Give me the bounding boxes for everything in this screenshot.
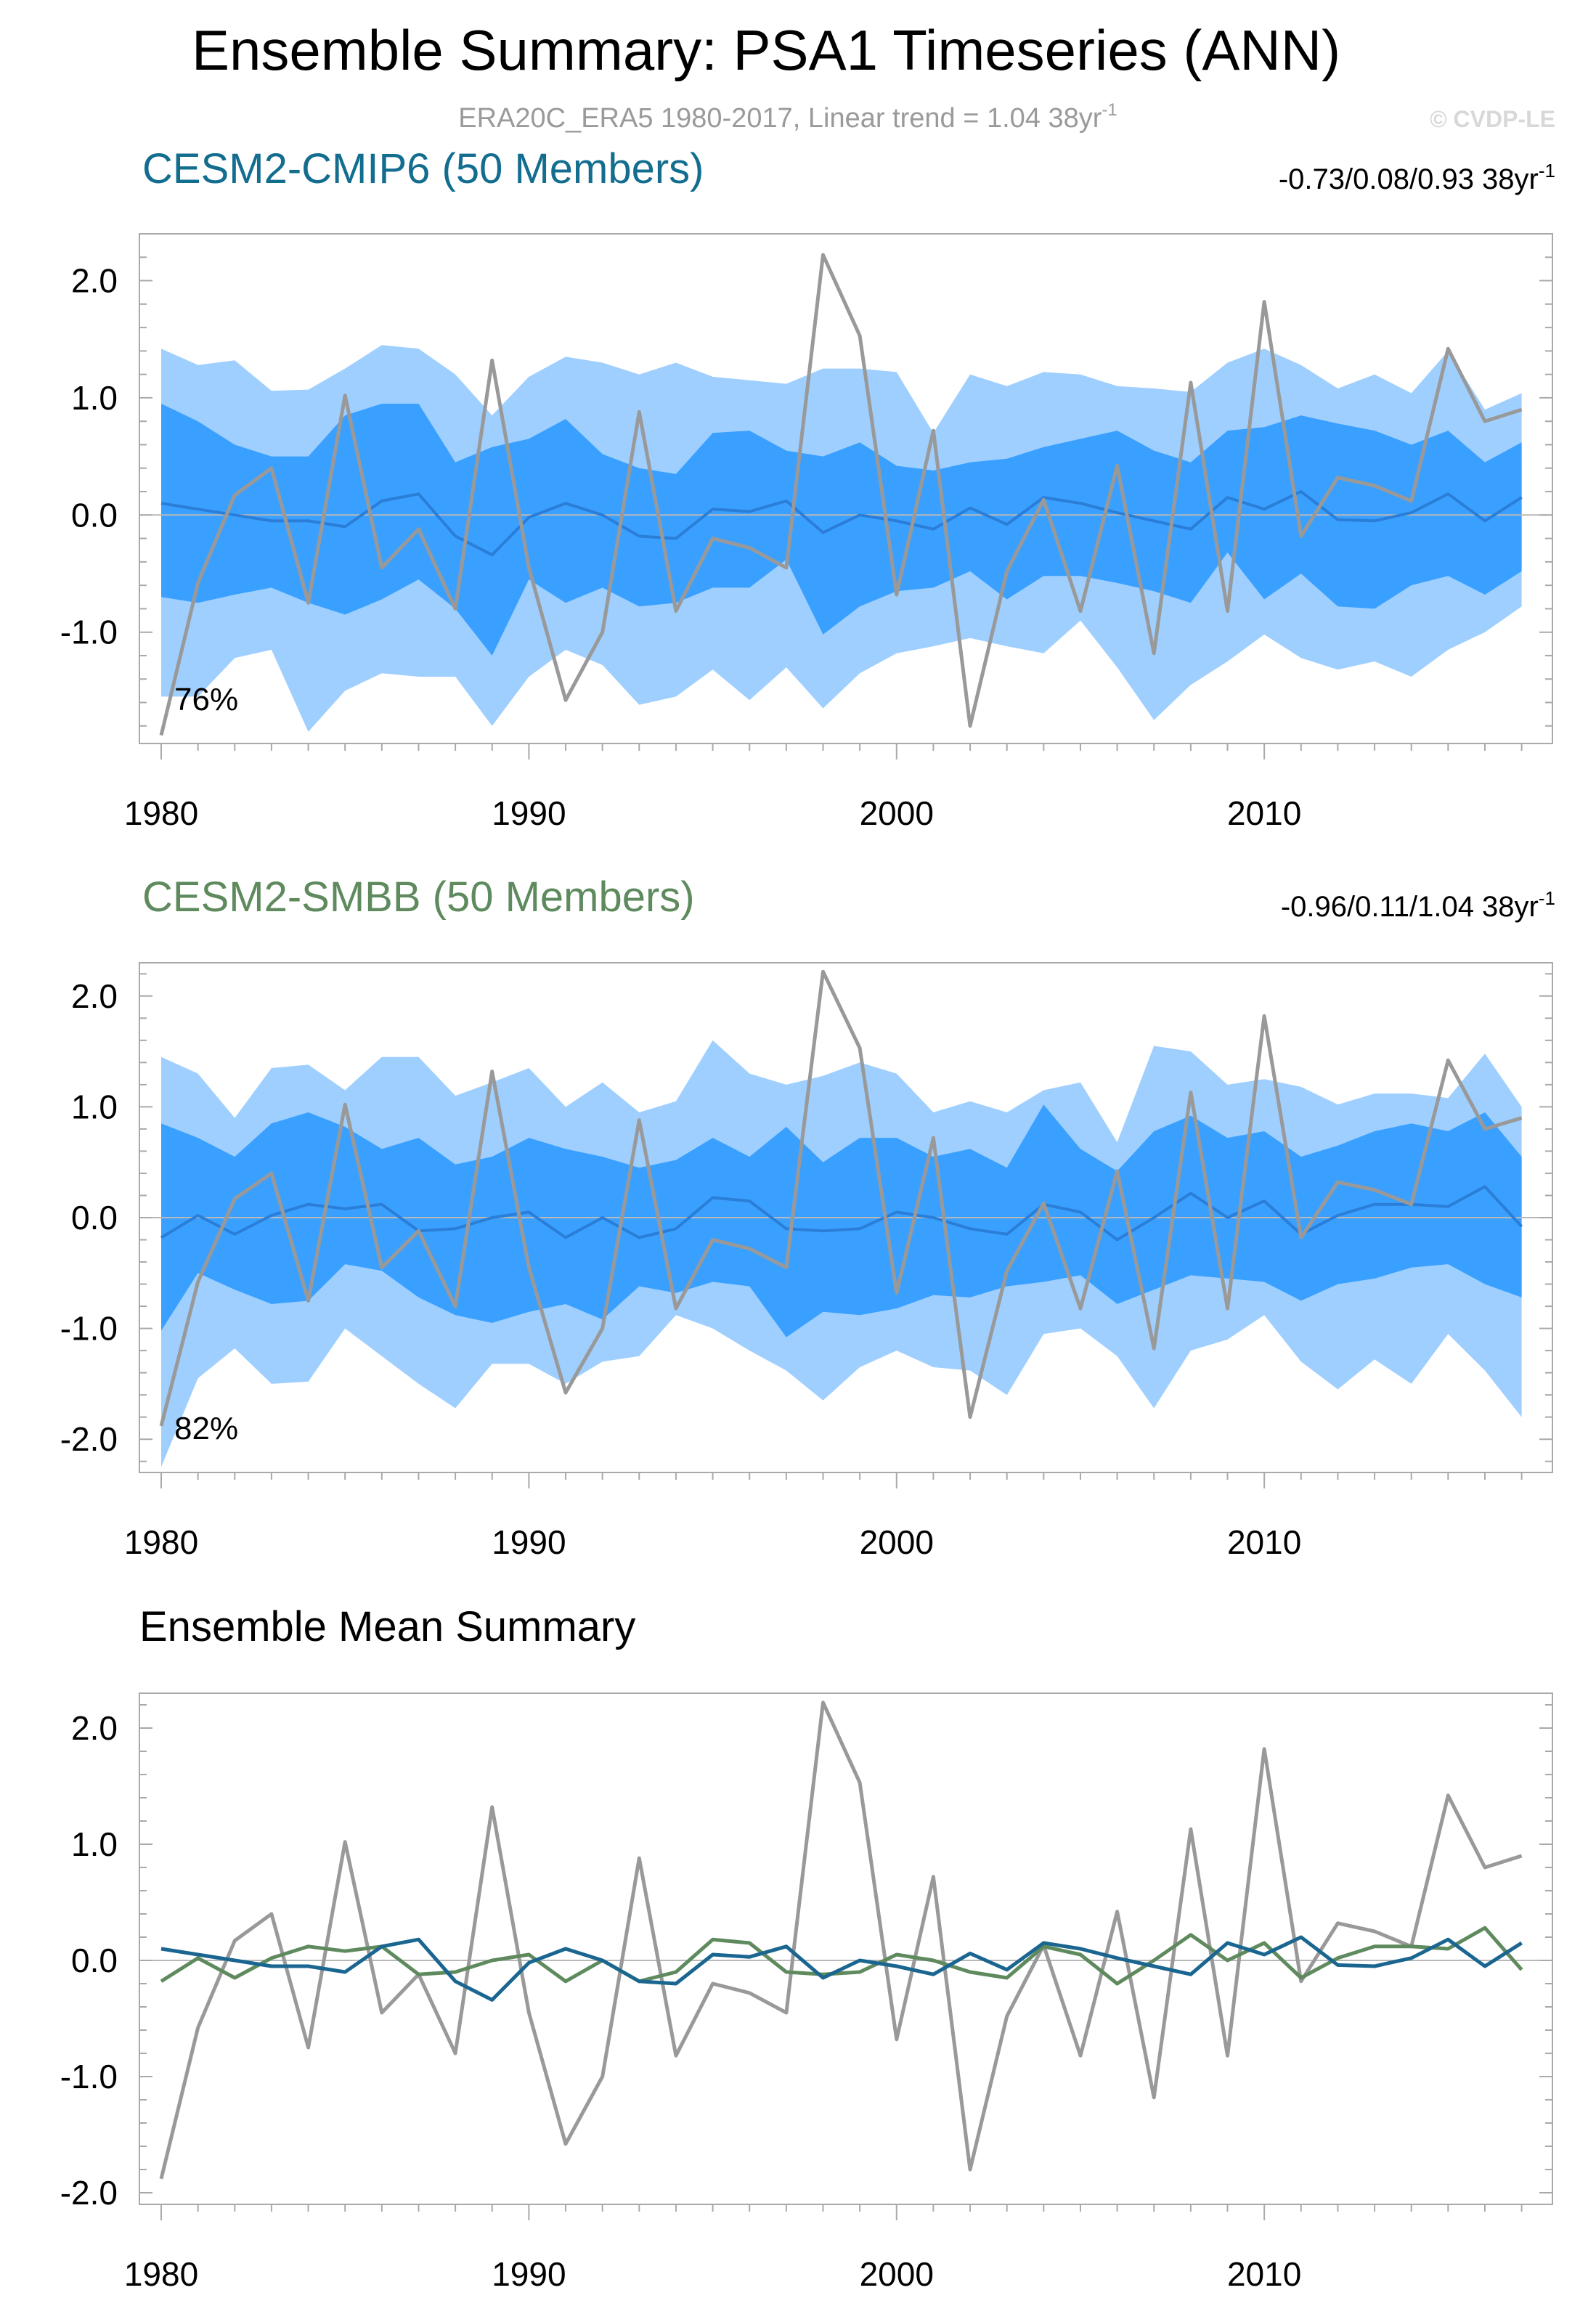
y-tick-label: 1.0 [71,1825,118,1863]
x-tick-label: 1980 [124,1523,198,1561]
plot-frame [139,233,1553,744]
figure-title: Ensemble Summary: PSA1 Timeseries (ANN) [192,18,1340,82]
trend-label: -0.73/0.08/0.93 38yr-1 [1279,160,1555,195]
smbb-mean-line [160,1926,1523,1986]
cmip6-mean-line [160,1935,1523,2002]
panel-title: CESM2-CMIP6 (50 Members) [142,145,704,192]
y-tick-label: -2.0 [60,2174,118,2212]
subtitle-text: ERA20C_ERA5 1980-2017, Linear trend = 1.… [458,103,1102,134]
observed-series-line [159,253,1523,736]
y-tick-label: 2.0 [71,977,118,1015]
panel-cesm2-cmip6: CESM2-CMIP6 (50 Members) -0.73/0.08/0.93… [60,145,1555,832]
y-tick-label: -1.0 [60,2058,118,2095]
y-tick-label: -1.0 [60,614,118,651]
panel-title: CESM2-SMBB (50 Members) [142,873,695,921]
y-tick-label: 0.0 [71,1942,118,1979]
ensemble-mean-line [160,1185,1523,1242]
y-tick-label: 1.0 [71,1088,118,1125]
plot-area: 2.0 1.0 0.0 -1.0 -2.0 1980 1990 2000 2010 [60,962,1553,1561]
plot-frame [139,1692,1553,2205]
percent-label: 82% [174,1411,238,1446]
y-tick-label: 0.0 [71,496,118,534]
x-tick-label: 2000 [860,2255,934,2293]
x-tick-label: 2000 [860,1523,934,1561]
trend-text: -0.96/0.11/1.04 38yr [1281,891,1539,923]
plot-area: 2.0 1.0 0.0 -1.0 1980 1990 2000 2010 [60,233,1553,832]
y-tick-label: 1.0 [71,379,118,417]
figure-subtitle: ERA20C_ERA5 1980-2017, Linear trend = 1.… [458,100,1117,134]
trend-text: -0.73/0.08/0.93 38yr [1279,163,1539,195]
subtitle-superscript: -1 [1102,100,1117,120]
x-tick-label: 2010 [1227,2255,1301,2293]
x-tick-label: 1990 [492,794,566,832]
x-tick-label: 2010 [1227,1523,1301,1561]
trend-superscript: -1 [1539,887,1555,909]
observed-series-line [159,969,1523,1427]
panel-cesm2-smbb: CESM2-SMBB (50 Members) -0.96/0.11/1.04 … [60,873,1555,1561]
panel-title: Ensemble Mean Summary [139,1603,635,1650]
y-tick-label: 2.0 [71,262,118,300]
plot-area: 2.0 1.0 0.0 -1.0 -2.0 1980 1990 2000 2010 [60,1692,1553,2293]
percent-label: 76% [174,682,238,717]
x-tick-label: 1990 [492,1523,566,1561]
copyright-label: © CVDP-LE [1430,106,1555,132]
trend-superscript: -1 [1539,160,1555,182]
x-tick-label: 1980 [124,2255,198,2293]
x-tick-label: 1990 [492,2255,566,2293]
x-tick-label: 1980 [124,794,198,832]
y-tick-label: -1.0 [60,1310,118,1348]
x-tick-label: 2000 [860,794,934,832]
trend-label: -0.96/0.11/1.04 38yr-1 [1281,887,1555,923]
spread-band-inner [161,404,1522,656]
x-tick-label: 2010 [1227,794,1301,832]
observed-series-line [159,1700,1523,2180]
panel-ensemble-mean-summary: Ensemble Mean Summary 2.0 1.0 0.0 -1.0 -2.0 1… [60,1603,1553,2293]
y-tick-label: -2.0 [60,1420,118,1458]
y-tick-label: 0.0 [71,1199,118,1237]
y-tick-label: 2.0 [71,1709,118,1747]
